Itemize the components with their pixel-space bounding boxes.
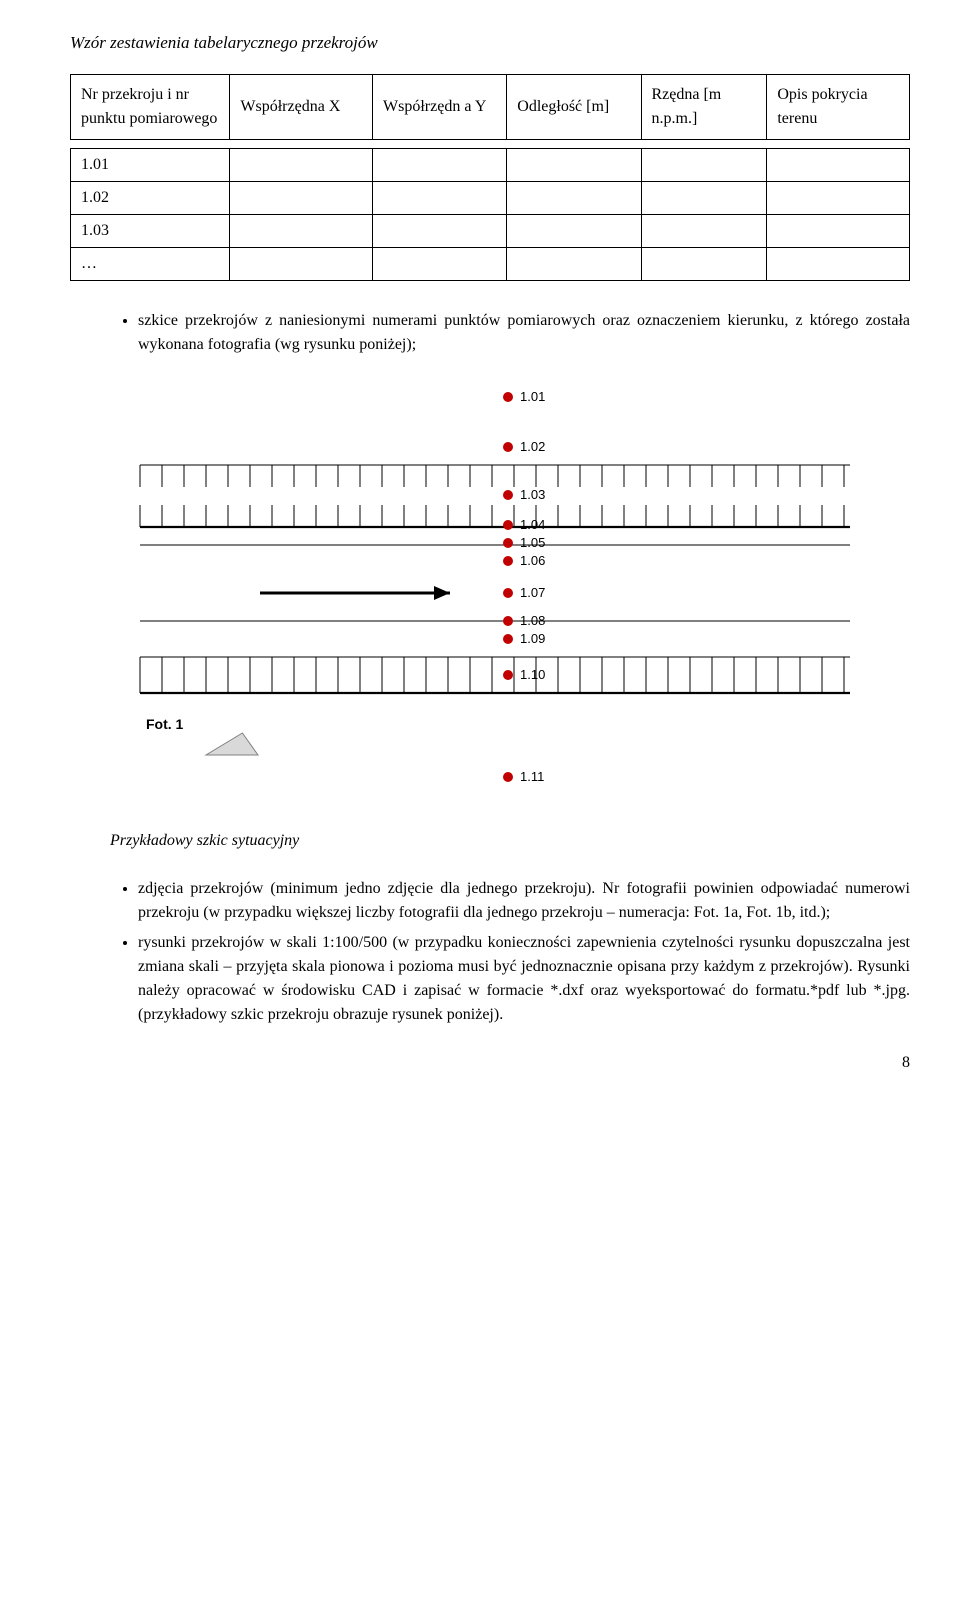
svg-text:1.04: 1.04 xyxy=(520,517,545,532)
page-number: 8 xyxy=(70,1051,910,1075)
data-table: 1.011.021.03… xyxy=(70,148,910,281)
table-cell xyxy=(373,148,507,181)
svg-text:1.05: 1.05 xyxy=(520,535,545,550)
table-cell: 1.01 xyxy=(71,148,230,181)
sketch-figure: 1.01 1.02 1.03 1.04 1.05 1.06 1.07 1.08 1.09 1.10… xyxy=(110,377,910,805)
svg-text:1.03: 1.03 xyxy=(520,487,545,502)
table-cell xyxy=(641,214,767,247)
table-cell xyxy=(507,181,641,214)
table-row: … xyxy=(71,247,910,280)
table-cell xyxy=(641,247,767,280)
table-cell xyxy=(767,214,910,247)
table-cell xyxy=(373,214,507,247)
svg-text:1.07: 1.07 xyxy=(520,585,545,600)
table-cell xyxy=(767,148,910,181)
th-3: Odległość [m] xyxy=(507,74,641,139)
bullet-sketch: szkice przekrojów z naniesionymi numeram… xyxy=(138,309,910,357)
sketch-caption: Przykładowy szkic sytuacyjny xyxy=(110,829,910,853)
th-5: Opis pokrycia terenu xyxy=(767,74,910,139)
table-cell xyxy=(230,181,373,214)
bullet-drawings: rysunki przekrojów w skali 1:100/500 (w … xyxy=(138,931,910,1027)
table-cell xyxy=(767,247,910,280)
table-cell xyxy=(767,181,910,214)
table-cell xyxy=(507,148,641,181)
table-cell xyxy=(230,148,373,181)
table-cell: 1.02 xyxy=(71,181,230,214)
table-cell: … xyxy=(71,247,230,280)
table-cell: 1.03 xyxy=(71,214,230,247)
table-row: 1.03 xyxy=(71,214,910,247)
table-row: 1.01 xyxy=(71,148,910,181)
svg-text:1.11: 1.11 xyxy=(520,769,544,784)
svg-text:1.08: 1.08 xyxy=(520,613,545,628)
table-cell xyxy=(230,214,373,247)
bullet-photos: zdjęcia przekrojów (minimum jedno zdjęci… xyxy=(138,877,910,925)
table-row: 1.02 xyxy=(71,181,910,214)
table-cell xyxy=(507,214,641,247)
sketch-svg: 1.01 1.02 1.03 1.04 1.05 1.06 1.07 1.08 1.09 1.10… xyxy=(110,377,870,797)
table-header: Nr przekroju i nr punktu pomiarowego Wsp… xyxy=(70,74,910,140)
page-title: Wzór zestawienia tabelarycznego przekroj… xyxy=(70,30,910,56)
th-4: Rzędna [m n.p.m.] xyxy=(641,74,767,139)
svg-text:Fot. 1: Fot. 1 xyxy=(146,716,184,732)
svg-text:1.06: 1.06 xyxy=(520,553,545,568)
svg-text:1.10: 1.10 xyxy=(520,667,545,682)
table-cell xyxy=(507,247,641,280)
svg-text:1.01: 1.01 xyxy=(520,389,545,404)
table-cell xyxy=(373,181,507,214)
table-cell xyxy=(641,148,767,181)
table-cell xyxy=(641,181,767,214)
svg-text:1.09: 1.09 xyxy=(520,631,545,646)
th-0: Nr przekroju i nr punktu pomiarowego xyxy=(71,74,230,139)
svg-text:1.02: 1.02 xyxy=(520,439,545,454)
th-2: Współrzędn a Y xyxy=(373,74,507,139)
table-cell xyxy=(373,247,507,280)
table-cell xyxy=(230,247,373,280)
th-1: Współrzędna X xyxy=(230,74,373,139)
